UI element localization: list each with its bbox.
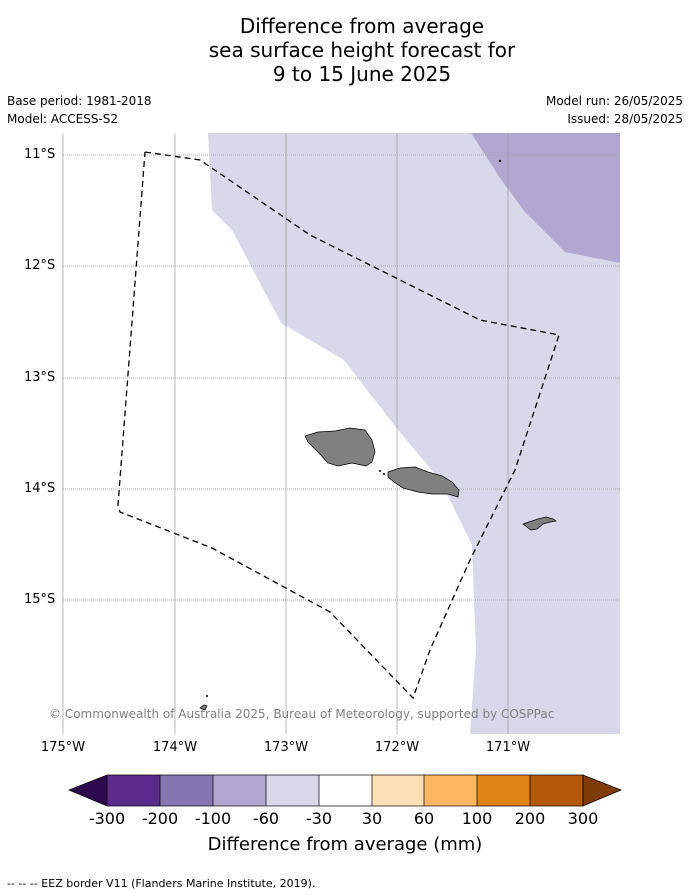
lat-label: 15°S: [24, 592, 56, 607]
colorbar-tick: 100: [461, 809, 493, 828]
colorbar-segment: [213, 775, 266, 806]
lat-label: 13°S: [24, 370, 56, 385]
island-upolu: [387, 466, 460, 498]
colorbar-segment: [319, 775, 372, 806]
colorbar-tick: -30: [305, 809, 333, 828]
colorbar-extend-high: [582, 774, 622, 807]
colorbar-tick: -100: [194, 809, 232, 828]
map-title: Difference from average sea surface heig…: [0, 14, 690, 86]
islet-southwest: [206, 695, 208, 697]
title-line-1: Difference from average: [239, 14, 485, 38]
title-line-3: 9 to 15 June 2025: [272, 62, 452, 86]
eez-legend: -- -- -- EEZ border V11 (Flanders Marine…: [7, 877, 316, 890]
graticule: [62, 133, 620, 734]
colorbar-segment: [424, 775, 477, 806]
colorbar-segment: [530, 775, 583, 806]
lat-label: 11°S: [24, 147, 56, 162]
copyright-notice: © Commonwealth of Australia 2025, Bureau…: [49, 707, 555, 721]
issued-date: Issued: 28/05/2025: [567, 112, 683, 126]
colorbar-tick: 30: [361, 809, 383, 828]
colorbar-tick: -300: [88, 809, 126, 828]
colorbar-tick: -60: [252, 809, 280, 828]
ssh-zone-light: [208, 133, 620, 734]
lat-label: 14°S: [24, 481, 56, 496]
model-name: Model: ACCESS-S2: [7, 112, 119, 126]
islet-rose: [498, 159, 502, 163]
eez-border: [117, 151, 560, 700]
colorbar-segment: [266, 775, 319, 806]
colorbar-tick: -200: [141, 809, 179, 828]
lat-label: 12°S: [24, 258, 56, 273]
lon-label: 175°W: [40, 740, 86, 755]
island-savaii: [304, 427, 376, 467]
colorbar-segment: [107, 775, 160, 806]
lon-label: 171°W: [485, 740, 531, 755]
model-run: Model run: 26/05/2025: [545, 94, 683, 108]
colorbar-tick: 60: [413, 809, 435, 828]
lon-label: 173°W: [263, 740, 309, 755]
colorbar-extend-low: [68, 774, 108, 807]
island-tutuila: [522, 516, 557, 531]
islet-apolima: [379, 470, 381, 472]
base-period: Base period: 1981-2018: [7, 94, 152, 108]
colorbar-tick: 200: [514, 809, 546, 828]
title-line-2: sea surface height forecast for: [208, 38, 516, 62]
colorbar-title: Difference from average (mm): [207, 834, 483, 855]
colorbar: [68, 774, 622, 807]
colorbar-segment: [477, 775, 530, 806]
colorbar-segment: [372, 775, 424, 806]
colorbar-tick: 300: [567, 809, 599, 828]
lon-label: 174°W: [152, 740, 198, 755]
island-southwest: [199, 704, 208, 711]
colorbar-segment: [160, 775, 213, 806]
islet-manono: [383, 473, 385, 475]
lon-label: 172°W: [374, 740, 420, 755]
